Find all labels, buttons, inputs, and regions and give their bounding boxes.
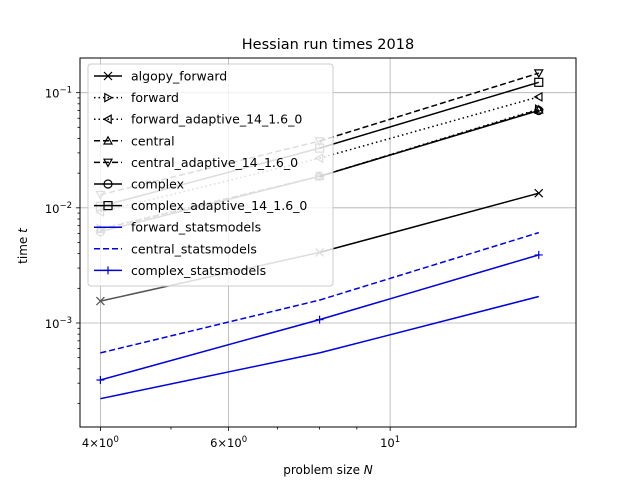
y-tick-label: 10−3 <box>45 316 72 331</box>
legend-label: central <box>131 133 175 148</box>
y-axis-label: time t <box>16 227 30 264</box>
series-line-complex_statsmodels <box>100 318 320 381</box>
y-tick-label-exp: −2 <box>59 201 72 211</box>
x-tick-label-exp: 0 <box>242 435 247 445</box>
x-tick-label-base: 4×10 <box>82 436 114 450</box>
x-tick-label-base: 10 <box>380 436 395 450</box>
legend-label: complex_statsmodels <box>131 263 266 278</box>
legend-marker <box>103 201 113 211</box>
legend-label: forward_statsmodels <box>131 220 261 235</box>
data-point <box>534 188 544 198</box>
legend-item: central_adaptive_14_1.6_0 <box>94 155 298 170</box>
series-complex_statsmodels <box>96 250 543 384</box>
data-point <box>534 105 544 116</box>
x-tick-label: 4×100 <box>82 435 119 450</box>
legend-label: algopy_forward <box>131 69 227 84</box>
legend-label: complex_adaptive_14_1.6_0 <box>131 198 307 213</box>
chart-title: Hessian run times 2018 <box>242 37 414 53</box>
y-tick-label-base: 10 <box>45 87 60 101</box>
legend-label: central_adaptive_14_1.6_0 <box>131 155 298 170</box>
data-point <box>96 375 105 384</box>
data-point <box>534 77 544 87</box>
series-forward_statsmodels <box>100 295 539 400</box>
data-point <box>315 315 324 324</box>
legend-item: complex <box>94 177 184 192</box>
x-tick-label-exp: 0 <box>113 435 118 445</box>
x-tick-label: 101 <box>380 435 400 450</box>
data-point <box>533 91 543 102</box>
legend-marker <box>104 92 114 103</box>
legend-marker <box>103 71 113 81</box>
series-central_statsmodels <box>100 231 540 354</box>
series-line-complex_statsmodels <box>319 254 540 321</box>
y-tick-label-exp: −3 <box>59 316 72 326</box>
legend-marker <box>104 266 112 275</box>
data-point <box>95 296 105 306</box>
y-tick-label: 10−1 <box>45 86 72 101</box>
series-line-forward_statsmodels <box>100 352 320 400</box>
series-line-central_statsmodels <box>319 231 540 301</box>
legend-item: algopy_forward <box>94 69 227 84</box>
legend-label: forward_adaptive_14_1.6_0 <box>131 112 302 127</box>
series-line-forward_statsmodels <box>319 295 539 354</box>
legend-marker <box>102 135 114 145</box>
x-axis-label: problem size N <box>283 463 373 477</box>
legend-item: forward <box>94 90 179 105</box>
data-point <box>534 250 543 259</box>
legend-item: complex_statsmodels <box>94 263 266 278</box>
legend-marker <box>102 114 112 125</box>
y-tick-label-exp: −1 <box>59 86 72 96</box>
x-tick-label-base: 6×10 <box>210 436 242 450</box>
series-line-central_adaptive_14_1.6_0 <box>319 72 540 142</box>
data-point <box>533 104 544 114</box>
legend-label: complex <box>131 177 184 192</box>
legend-label: central_statsmodels <box>131 241 257 256</box>
legend-item: complex_adaptive_14_1.6_0 <box>94 198 307 213</box>
legend-box <box>87 63 334 287</box>
series-line-central_statsmodels <box>100 299 320 354</box>
legend-item: forward_adaptive_14_1.6_0 <box>94 112 302 127</box>
legend-item: central <box>94 133 175 148</box>
legend-marker <box>103 179 113 189</box>
series-line-forward_adaptive_14_1.6_0 <box>319 96 540 159</box>
series-line-complex <box>319 109 540 178</box>
data-point <box>533 69 544 79</box>
y-tick-label-base: 10 <box>45 317 60 331</box>
series-line-algopy_forward <box>319 192 539 254</box>
series-line-complex_adaptive_14_1.6_0 <box>319 81 540 149</box>
legend-item: central_statsmodels <box>94 241 257 256</box>
y-tick-label: 10−2 <box>45 201 72 216</box>
x-tick-label: 6×100 <box>210 435 247 450</box>
legend-label: forward <box>131 90 179 105</box>
legend-marker <box>102 158 114 168</box>
x-tick-label-exp: 1 <box>395 435 400 445</box>
legend-item: forward_statsmodels <box>94 220 261 235</box>
y-tick-label-base: 10 <box>45 202 60 216</box>
